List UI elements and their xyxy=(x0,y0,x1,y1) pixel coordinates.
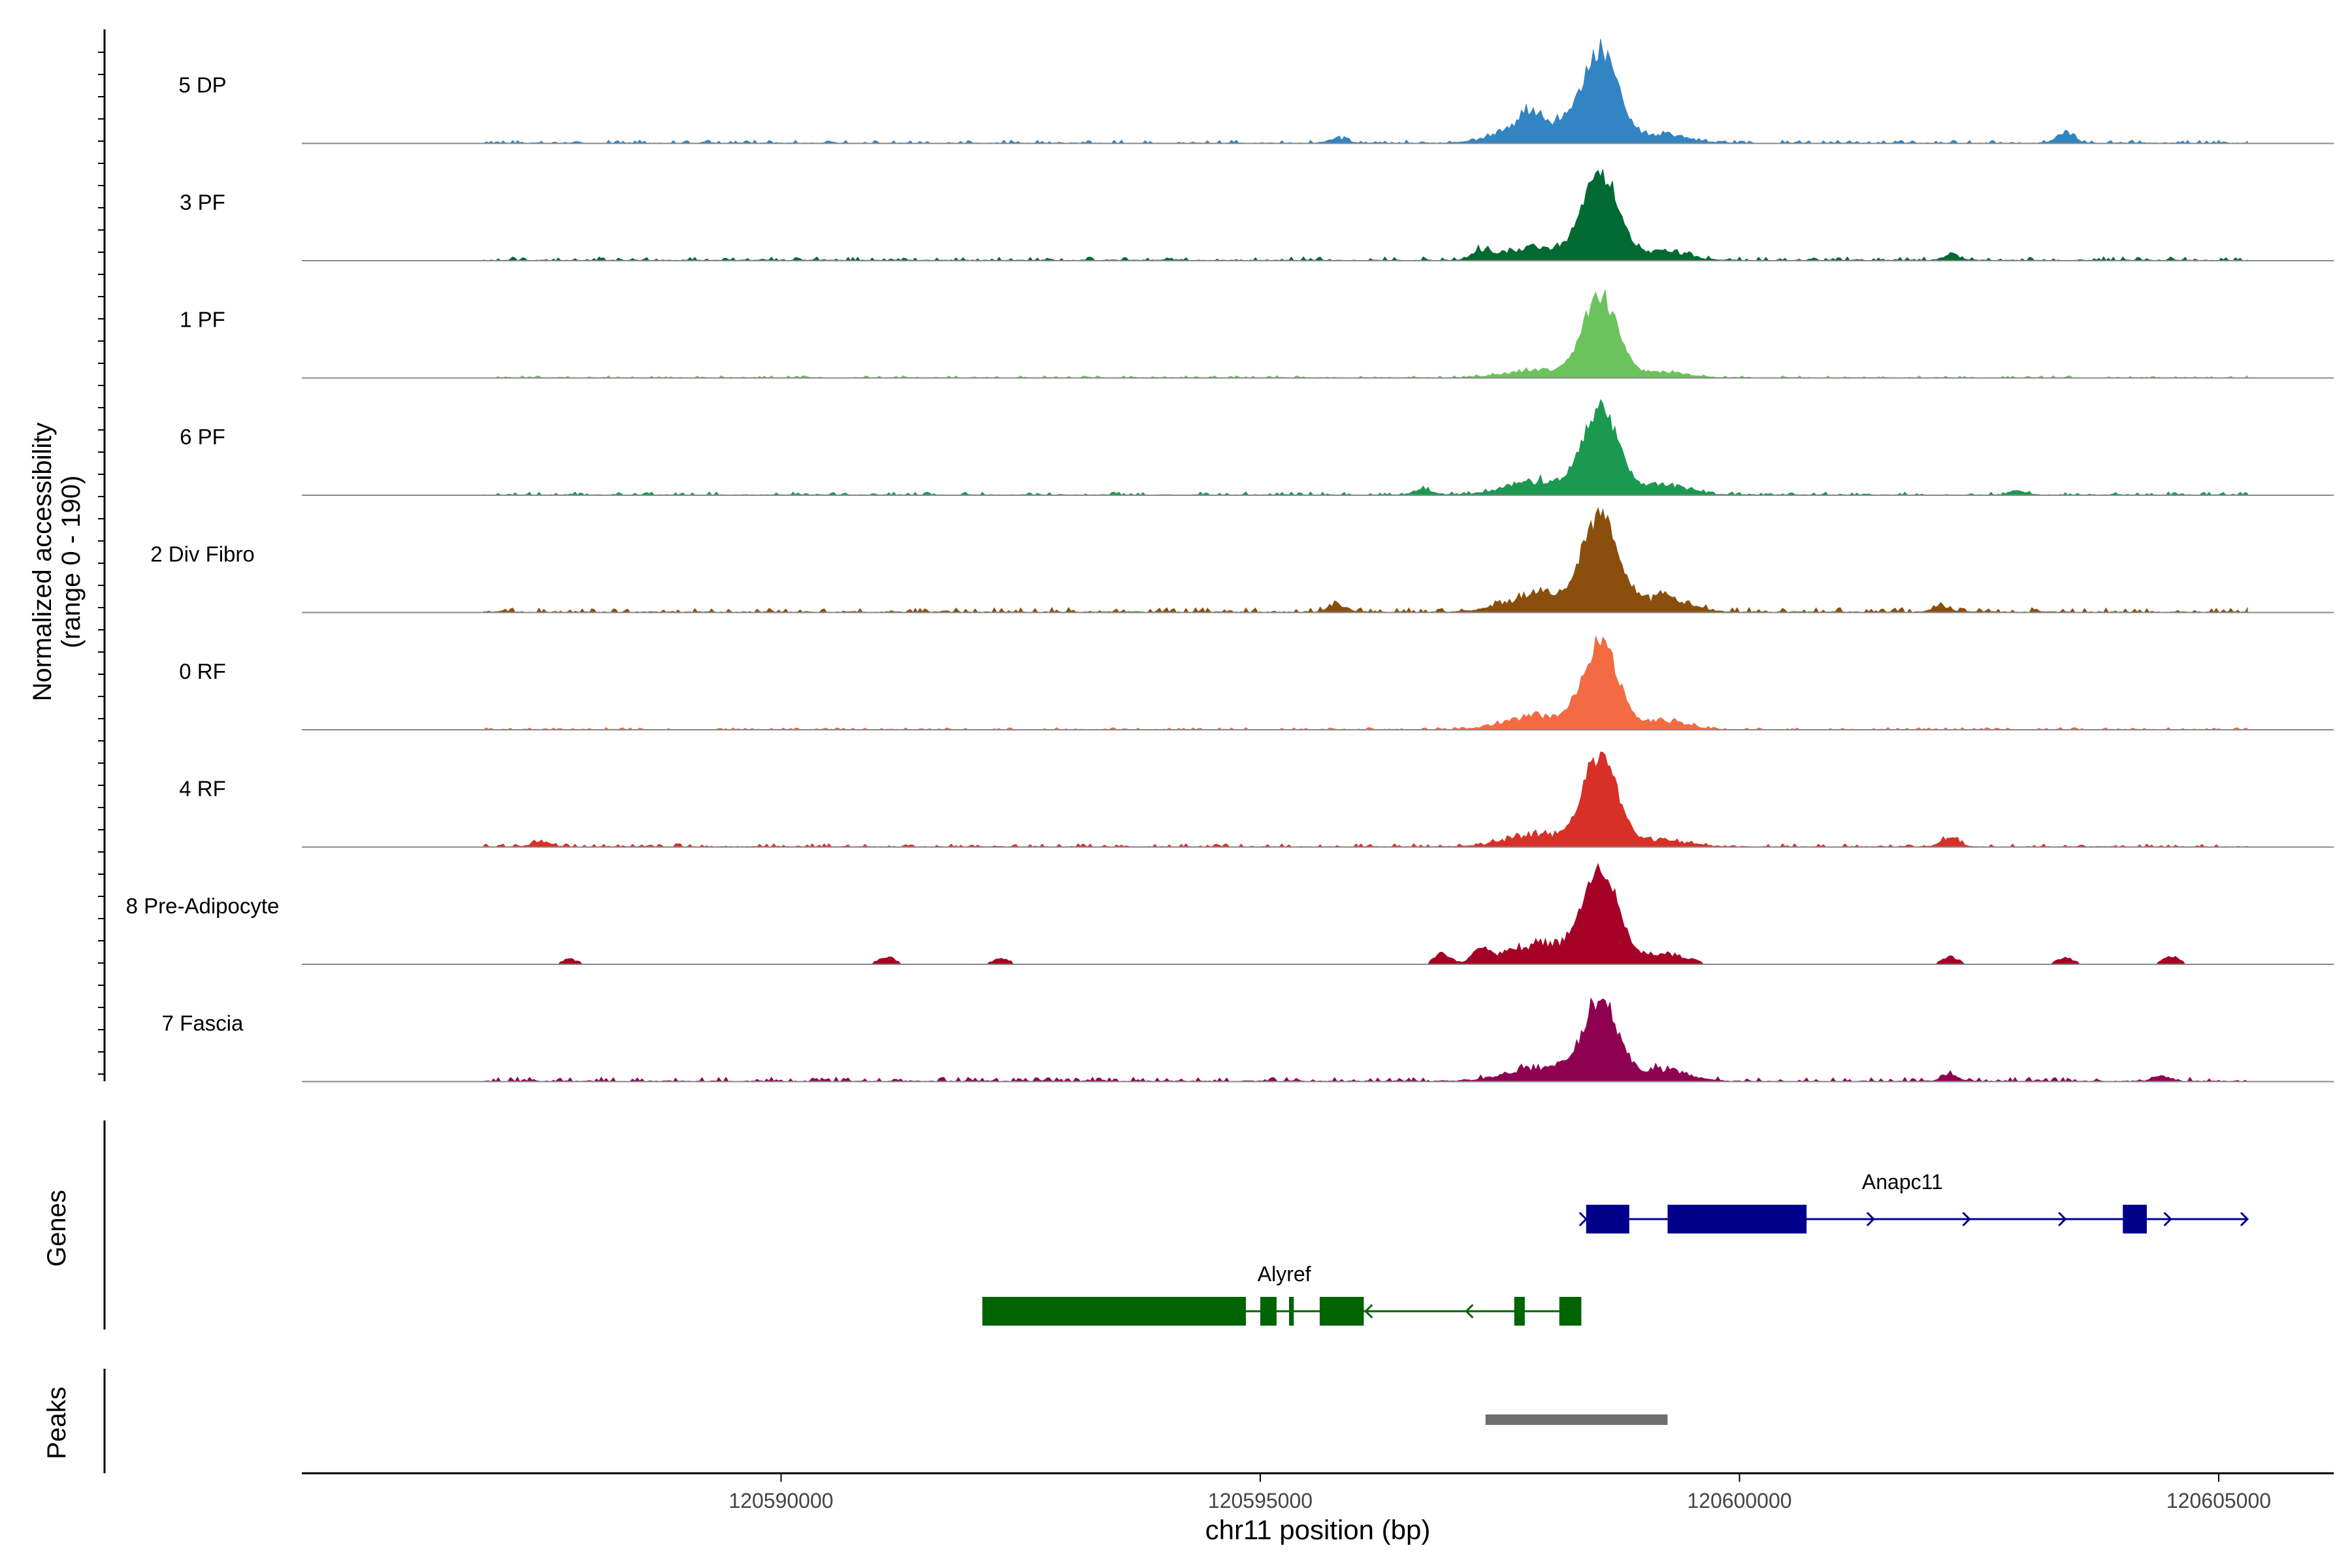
x-axis-title: chr11 position (bp) xyxy=(1205,1514,1431,1545)
x-tick-label: 120600000 xyxy=(1687,1489,1791,1512)
coverage-area-0 xyxy=(483,39,2248,144)
strand-arrow xyxy=(2240,1211,2249,1227)
coverage-area-4 xyxy=(483,506,2248,613)
coverage-tracks: 5 DP 3 PF 1 PF 6 PF 2 Div Fibro 0 RF 4 RF 8 Pre… xyxy=(126,39,2334,1083)
gene-label: Alyref xyxy=(1258,1262,1311,1286)
strand-arrow xyxy=(2163,1211,2172,1227)
coverage-area-6 xyxy=(483,751,2248,848)
strand-arrow xyxy=(1465,1303,1474,1319)
peak-track xyxy=(1485,1414,1668,1425)
track-label: 1 PF xyxy=(180,308,225,332)
gene-exon xyxy=(1667,1205,1807,1233)
track-label: 0 RF xyxy=(179,659,226,683)
track-label: 8 Pre-Adipocyte xyxy=(126,894,280,918)
gene-exon xyxy=(1319,1297,1364,1326)
gene-exon xyxy=(1260,1297,1277,1326)
coverage-area-8 xyxy=(483,997,2248,1083)
y-axis-title: Normalized accessibility xyxy=(28,423,57,702)
strand-arrow xyxy=(1578,1211,1588,1227)
gene-label: Anapc11 xyxy=(1862,1170,1943,1194)
track-label: 2 Div Fibro xyxy=(150,542,255,566)
gene-exon xyxy=(1514,1297,1525,1326)
coverage-area-3 xyxy=(483,399,2248,496)
x-axis: 120590000 120595000 120600000 120605000 xyxy=(302,1472,2334,1512)
y-axis xyxy=(98,29,106,1473)
coverage-area-5 xyxy=(483,636,2248,730)
gene-exon xyxy=(1288,1297,1294,1326)
x-tick-label: 120605000 xyxy=(2166,1489,2271,1512)
track-label: 5 DP xyxy=(178,73,226,97)
gene-exon xyxy=(1586,1205,1629,1233)
strand-arrow xyxy=(1962,1211,1971,1227)
track-label: 4 RF xyxy=(179,777,226,801)
track-label: 7 Fascia xyxy=(162,1011,244,1036)
gene-exon xyxy=(2123,1205,2147,1233)
coverage-area-2 xyxy=(483,289,2248,379)
y-axis-subtitle: (range 0 - 190) xyxy=(57,476,86,649)
x-tick-label: 120590000 xyxy=(728,1489,833,1512)
coverage-area-1 xyxy=(483,169,2248,261)
gene-track: Anapc11 Alyref xyxy=(982,1170,2249,1326)
track-label: 6 PF xyxy=(180,425,225,449)
strand-arrow xyxy=(2058,1211,2067,1227)
strand-arrow xyxy=(1364,1303,1373,1319)
strand-arrow xyxy=(1866,1211,1875,1227)
x-tick-label: 120595000 xyxy=(1208,1489,1313,1512)
peak-region xyxy=(1485,1414,1668,1425)
gene-exon xyxy=(1559,1297,1582,1326)
coverage-area-7 xyxy=(483,862,2247,965)
peaks-track-title: Peaks xyxy=(42,1386,71,1459)
genes-track-title: Genes xyxy=(42,1190,71,1267)
track-label: 3 PF xyxy=(180,190,225,214)
gene-exon xyxy=(982,1297,1246,1326)
